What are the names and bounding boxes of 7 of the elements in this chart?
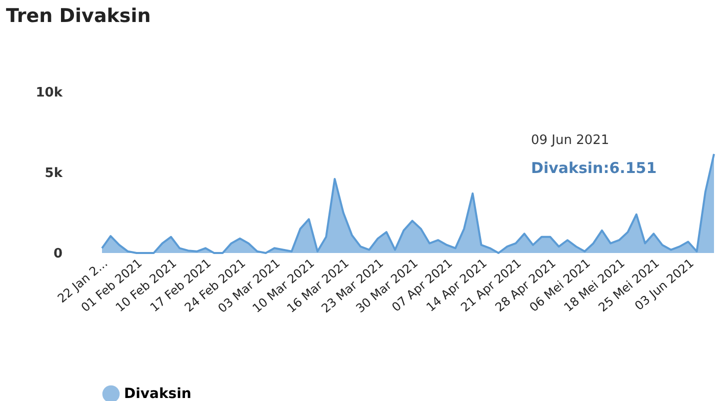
y-tick-label: 5k	[44, 166, 63, 181]
annotation: 09 Jun 2021	[531, 133, 610, 148]
chart-title: Tren Divaksin	[6, 5, 151, 27]
y-tick-label: 10k	[36, 86, 63, 100]
legend-label: Divaksin	[124, 386, 192, 401]
y-tick-label: 0	[53, 246, 62, 262]
annotation: Divaksin:6.151	[531, 159, 657, 177]
